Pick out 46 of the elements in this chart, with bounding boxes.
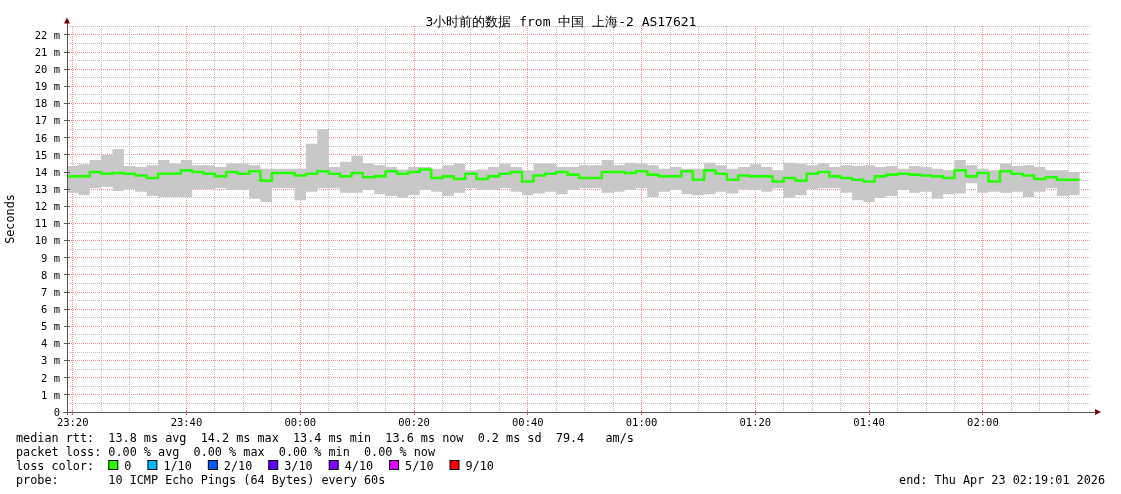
y-tick-label: 8 m [41,268,60,281]
legend-label: 4/10 [344,459,374,473]
y-tick-label: 18 m [34,97,60,110]
y-tick-label: 13 m [34,183,60,196]
y-tick-label: 11 m [34,217,60,230]
ylabel: Seconds [3,194,17,244]
x-tick-label: 00:00 [284,415,317,428]
legend-label: 0 [124,459,132,473]
legend-label: 1/10 [163,459,192,473]
x-tick-label: 01:40 [853,415,885,428]
x-tick-label: 01:00 [625,415,658,428]
y-tick-label: 1 m [41,388,60,401]
x-tick-label: 23:40 [170,415,203,428]
y-tick-label: 9 m [41,251,60,264]
annotation: probe: 10 ICMP Echo Pings (64 Bytes) every 60s [16,473,386,487]
y-tick-label: 3 m [41,354,60,367]
x-tick-label: 01:20 [739,415,772,428]
y-tick-label: 5 m [41,320,60,333]
y-tick-label: 19 m [34,80,60,93]
y-tick-label: 21 m [34,45,60,58]
annotation: end: Thu Apr 23 02:19:01 2026 [899,473,1105,487]
y-tick-label: 6 m [41,302,60,315]
y-tick-label: 22 m [34,28,60,41]
x-tick-label: 00:20 [398,415,430,428]
x-tick-label: 00:40 [512,415,544,428]
y-tick-label: 10 m [34,234,60,247]
y-tick-label: 7 m [41,285,60,298]
legend-label: 2/10 [223,459,253,473]
y-tick-label: 16 m [34,131,60,144]
y-tick-label: 14 m [34,165,60,178]
x-tick-label: 02:00 [967,415,999,428]
y-tick-label: 17 m [34,114,60,127]
y-tick-label: 2 m [41,371,60,384]
y-tick-label: 12 m [34,200,60,213]
legend-title: loss color: [16,459,95,473]
y-tick-label: 20 m [34,63,60,76]
annotation: packet loss: 0.00 % avg 0.00 % max 0.00 % min 0.00 % now [16,445,436,459]
legend-label: 5/10 [405,459,434,473]
x-tick-label: 23:20 [56,415,89,428]
title: 3小时前的数据 from 中国 上海-2 AS17621 [425,14,697,29]
annotation: median rtt: 13.8 ms avg 14.2 ms max 13.4 ms min 13.6 ms now 0.2 ms sd 79.4 am/s [16,431,634,445]
y-tick-label: 4 m [41,337,60,350]
legend-label: 9/10 [465,459,494,473]
y-tick-label: 15 m [34,148,60,161]
legend-label: 3/10 [284,459,313,473]
y-tick-label: 0 [53,405,60,418]
